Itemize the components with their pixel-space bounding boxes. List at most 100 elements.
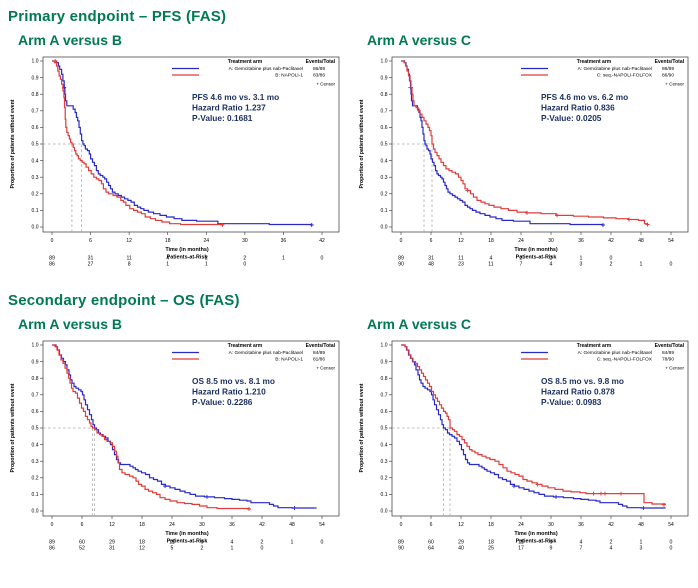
x-axis-title: Time (in months): [165, 531, 209, 537]
svg-text:0.1: 0.1: [32, 208, 39, 214]
svg-text:Patients-at-Risk: Patients-at-Risk: [516, 539, 557, 545]
plot-frame: [391, 340, 689, 517]
km-svg: 0.00.10.20.30.40.50.60.70.80.91.00 6 12 18 2…: [10, 56, 340, 268]
km-curve-arm-bc: [401, 344, 666, 507]
svg-text:0: 0: [51, 238, 54, 244]
y-axis: 0.0 0.1 0.2 0.3 0.4 0.5 0.6 0.7 0.8 0.9 1.0: [32, 59, 43, 231]
svg-text:48: 48: [638, 238, 644, 244]
svg-text:24: 24: [169, 522, 175, 528]
km-svg: 0.00.10.20.30.40.50.60.70.80.91.00 6 12 18 2…: [359, 340, 689, 552]
svg-text:81/86: 81/86: [313, 357, 325, 363]
section-primary-endpoint: Primary endpoint – PFS (FAS) Arm A versu…: [0, 0, 698, 278]
km-curve-arm-a: [52, 60, 314, 228]
section-secondary-endpoint: Secondary endpoint – OS (FAS) Arm A vers…: [0, 278, 698, 562]
svg-text:42: 42: [259, 522, 265, 528]
svg-text:11: 11: [488, 262, 493, 268]
svg-text:29: 29: [109, 540, 115, 546]
svg-text:24: 24: [518, 238, 524, 244]
svg-text:31: 31: [88, 256, 94, 262]
svg-text:0.7: 0.7: [32, 393, 39, 399]
svg-text:11: 11: [458, 256, 463, 262]
svg-text:84/89: 84/89: [313, 350, 325, 356]
svg-text:2: 2: [261, 540, 264, 546]
censor-mark: [53, 59, 58, 63]
panel-subtitle-os-a-vs-c: Arm A versus C: [367, 316, 472, 332]
svg-text:6: 6: [550, 540, 553, 546]
svg-text:P-Value: 0.0983: P-Value: 0.0983: [541, 397, 602, 407]
median-reference-lines: [392, 143, 433, 232]
censor-mark: [662, 502, 666, 507]
svg-text:0.8: 0.8: [381, 376, 388, 382]
censor-mark: [641, 506, 646, 511]
censor-mark: [409, 85, 413, 90]
svg-text:48: 48: [428, 262, 434, 268]
svg-text:1: 1: [231, 546, 234, 552]
plot-frame: [42, 56, 340, 233]
svg-text:Hazard Ratio 1.237: Hazard Ratio 1.237: [192, 103, 266, 113]
censor-mark: [603, 491, 607, 496]
y-axis-title: Proportion of patients without event: [359, 383, 365, 472]
svg-text:30: 30: [548, 238, 554, 244]
km-curve-arm-a: [52, 344, 317, 511]
svg-text:Patients-at-Risk: Patients-at-Risk: [167, 255, 208, 261]
panel-subtitle-os-a-vs-b: Arm A versus B: [18, 316, 123, 332]
svg-text:48: 48: [638, 522, 644, 528]
svg-text:9: 9: [550, 546, 553, 552]
svg-text:36: 36: [578, 522, 584, 528]
median-reference-lines: [392, 427, 451, 516]
svg-text:Hazard Ratio 0.836: Hazard Ratio 0.836: [541, 103, 615, 113]
svg-text:90: 90: [398, 546, 404, 552]
svg-text:11: 11: [169, 540, 174, 546]
censor-mark: [535, 482, 540, 487]
y-axis-title: Proportion of patients without event: [359, 99, 365, 188]
svg-text:30: 30: [199, 522, 205, 528]
svg-text:0.2: 0.2: [381, 476, 388, 482]
x-axis: 0 6 12 18 24 30 36 42 48 54: [400, 516, 674, 528]
censor-mark: [220, 223, 225, 228]
median-reference-lines: [43, 427, 95, 516]
svg-text:1: 1: [205, 262, 208, 268]
svg-text:0.0: 0.0: [381, 509, 388, 515]
svg-text:1: 1: [580, 256, 583, 262]
svg-text:0.0: 0.0: [32, 225, 39, 231]
svg-text:18: 18: [488, 238, 494, 244]
svg-text:C: seq.-NAPOLI-FOLFOX: C: seq.-NAPOLI-FOLFOX: [597, 357, 653, 363]
svg-text:+ Censor: + Censor: [316, 82, 335, 87]
svg-text:+ Censor: + Censor: [665, 366, 684, 371]
svg-text:5: 5: [171, 546, 174, 552]
svg-text:0: 0: [670, 546, 673, 552]
svg-text:0: 0: [243, 262, 246, 268]
km-curve-arm-bc: [52, 344, 251, 512]
svg-text:89: 89: [398, 540, 404, 546]
svg-text:4: 4: [580, 540, 583, 546]
svg-text:B: NAPOLI-1: B: NAPOLI-1: [275, 357, 303, 363]
svg-text:1: 1: [640, 540, 643, 546]
svg-text:4: 4: [231, 540, 234, 546]
svg-text:7: 7: [580, 546, 583, 552]
svg-text:27: 27: [88, 262, 94, 268]
x-axis-title: Time (in months): [514, 531, 558, 537]
svg-text:90: 90: [398, 262, 404, 268]
median-reference-lines: [43, 143, 82, 232]
svg-text:86: 86: [49, 546, 55, 552]
panel-subtitle-pfs-a-vs-c: Arm A versus C: [367, 32, 472, 48]
svg-text:P-Value: 0.2286: P-Value: 0.2286: [192, 397, 253, 407]
svg-text:0.1: 0.1: [381, 208, 388, 214]
svg-text:0.4: 0.4: [32, 158, 39, 164]
svg-text:3: 3: [640, 546, 643, 552]
svg-text:18: 18: [488, 522, 494, 528]
svg-text:60: 60: [428, 540, 434, 546]
svg-text:48: 48: [289, 522, 295, 528]
svg-text:6: 6: [89, 238, 92, 244]
svg-text:0.9: 0.9: [32, 75, 39, 81]
y-axis: 0.0 0.1 0.2 0.3 0.4 0.5 0.6 0.7 0.8 0.9 1.0: [32, 343, 43, 515]
svg-text:0.6: 0.6: [32, 125, 39, 131]
svg-text:0.4: 0.4: [381, 158, 388, 164]
censor-mark: [645, 222, 650, 227]
svg-text:0: 0: [51, 522, 54, 528]
km-chart-os-a-vs-c: 0.0 0.1 0.2 0.3 0.4 0.5 0.6 0.7 0.8 0.9 1.0 0 6 12 18 2…: [349, 334, 698, 562]
svg-text:0: 0: [670, 262, 673, 268]
